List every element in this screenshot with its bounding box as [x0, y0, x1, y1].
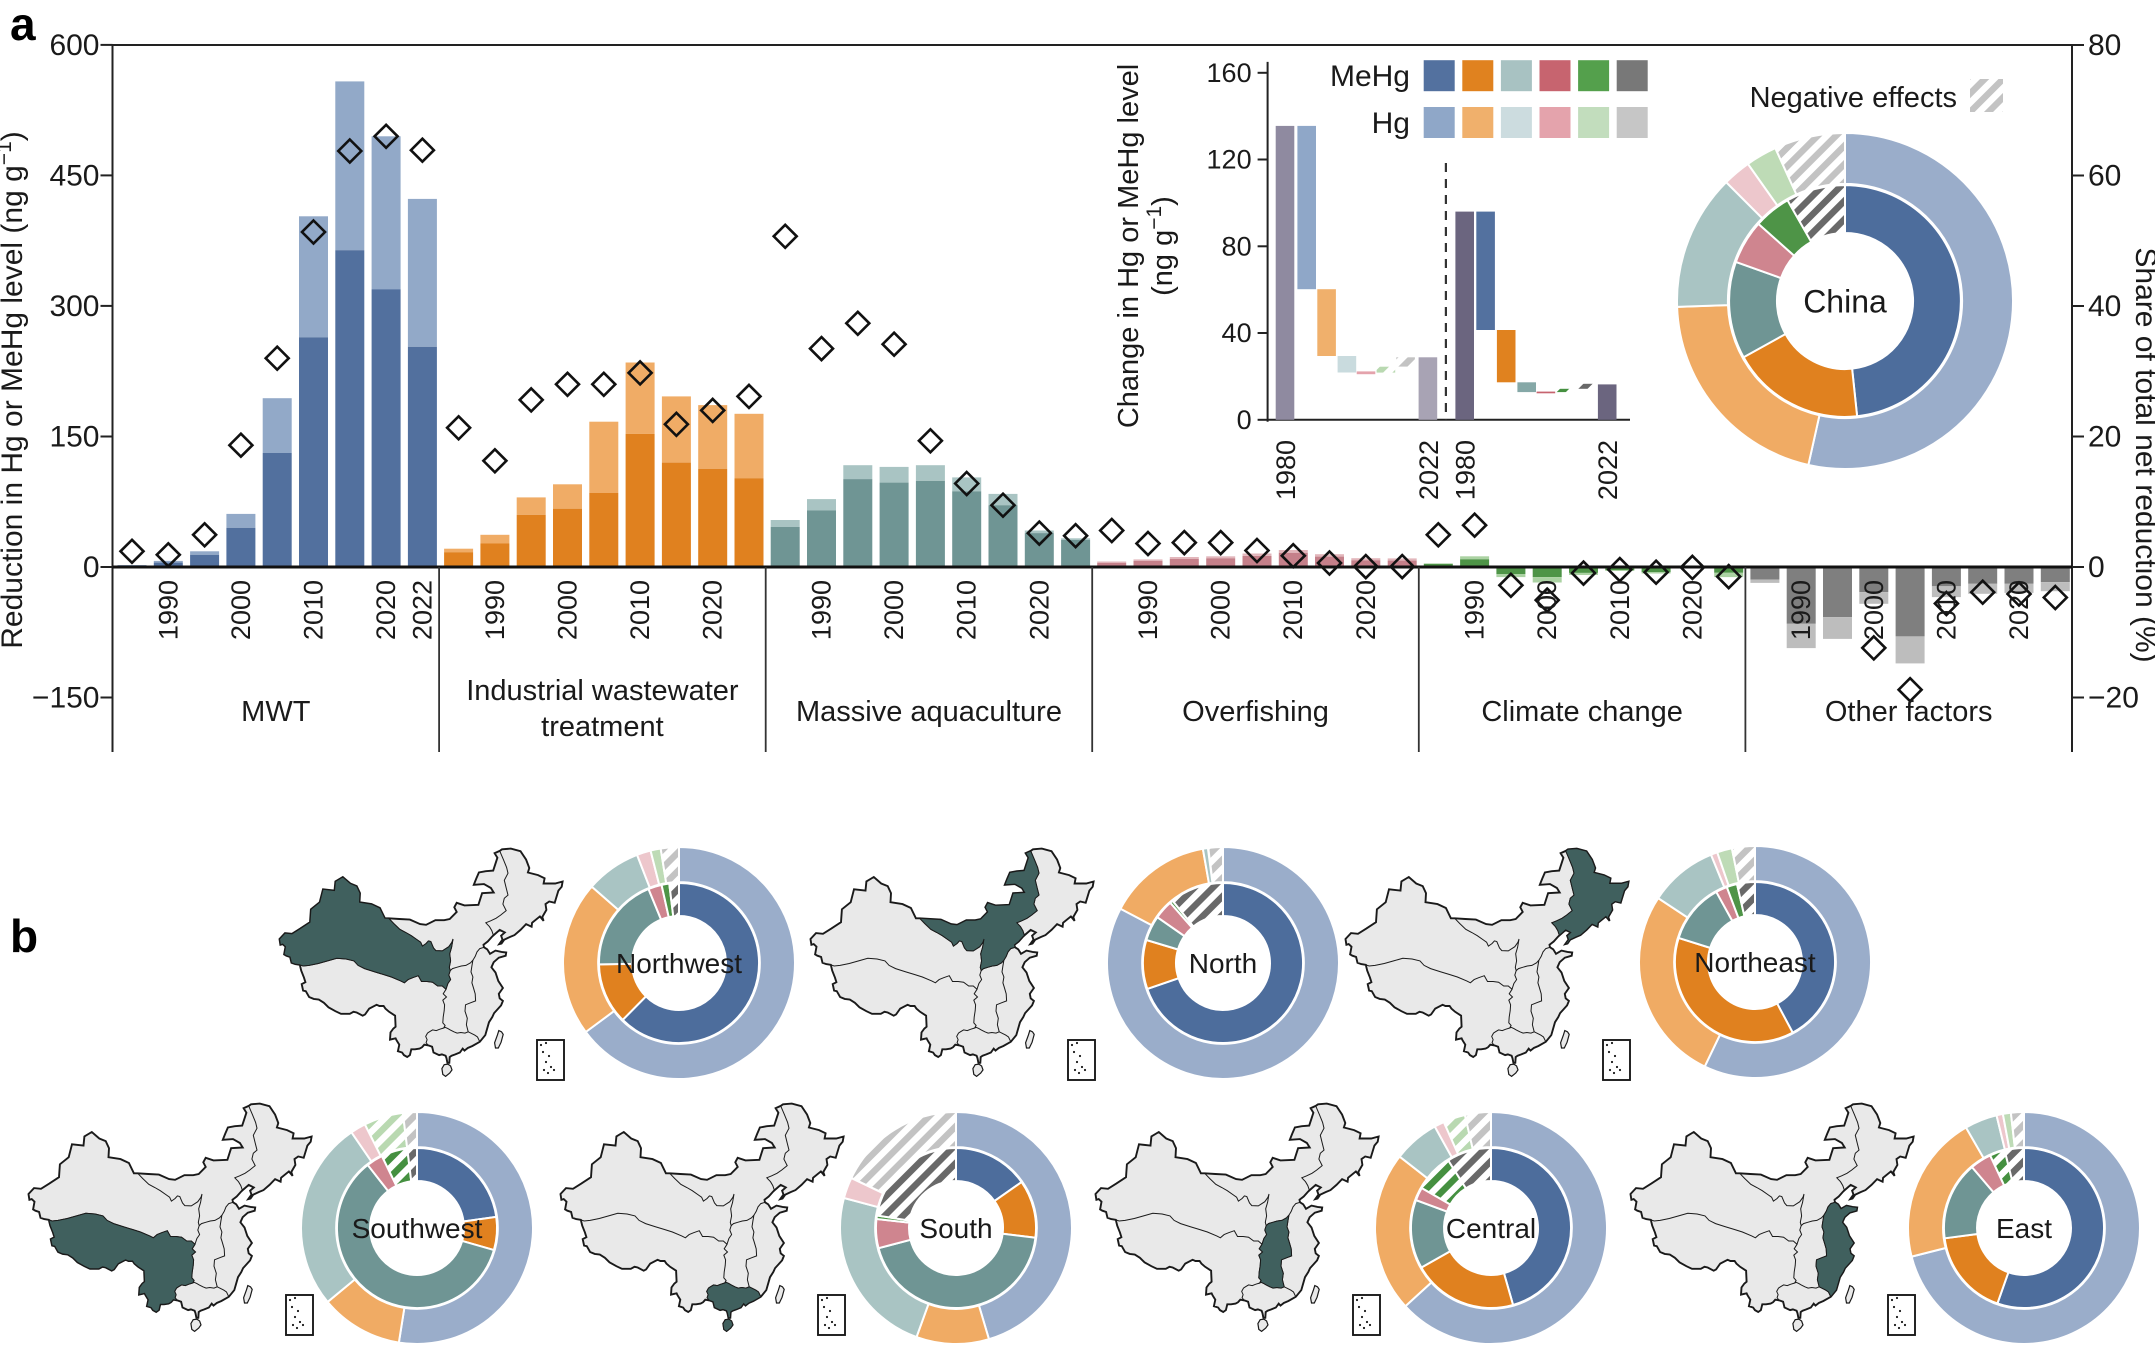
- svg-text:80: 80: [2088, 29, 2121, 62]
- svg-text:1990: 1990: [807, 580, 837, 640]
- svg-text:2010: 2010: [952, 580, 982, 640]
- svg-text:Other factors: Other factors: [1825, 696, 1993, 728]
- svg-text:Central: Central: [1446, 1213, 1536, 1244]
- svg-text:300: 300: [49, 290, 99, 323]
- svg-text:40: 40: [1222, 318, 1252, 348]
- svg-text:2020: 2020: [2004, 580, 2034, 640]
- svg-text:Negative effects: Negative effects: [1750, 82, 1957, 114]
- svg-text:2010: 2010: [1605, 580, 1635, 640]
- svg-text:b: b: [10, 910, 38, 962]
- svg-text:1990: 1990: [1460, 580, 1490, 640]
- svg-text:1980: 1980: [1271, 440, 1301, 500]
- svg-text:80: 80: [1222, 231, 1252, 261]
- svg-text:North: North: [1189, 948, 1257, 979]
- svg-text:1990: 1990: [480, 580, 510, 640]
- svg-text:Northeast: Northeast: [1694, 947, 1816, 978]
- svg-text:150: 150: [49, 421, 99, 454]
- svg-text:South: South: [919, 1213, 992, 1244]
- svg-text:East: East: [1996, 1213, 2052, 1244]
- svg-text:Hg: Hg: [1372, 107, 1410, 140]
- svg-text:2020: 2020: [1351, 580, 1381, 640]
- svg-text:2000: 2000: [1206, 580, 1236, 640]
- svg-text:2022: 2022: [1414, 440, 1444, 500]
- svg-text:1990: 1990: [1133, 580, 1163, 640]
- svg-text:Massive aquaculture: Massive aquaculture: [796, 696, 1062, 728]
- svg-text:(ng g−1): (ng g−1): [1143, 196, 1180, 296]
- svg-text:MWT: MWT: [241, 696, 311, 728]
- svg-text:0: 0: [1237, 405, 1252, 435]
- svg-text:−150: −150: [32, 682, 100, 715]
- svg-text:2010: 2010: [1278, 580, 1308, 640]
- svg-text:−20: −20: [2088, 682, 2139, 715]
- svg-text:450: 450: [49, 159, 99, 192]
- svg-text:2020: 2020: [698, 580, 728, 640]
- svg-text:160: 160: [1207, 58, 1252, 88]
- svg-text:2022: 2022: [1593, 440, 1623, 500]
- svg-text:treatment: treatment: [541, 711, 664, 743]
- svg-text:0: 0: [83, 551, 100, 584]
- svg-text:2010: 2010: [1931, 580, 1961, 640]
- svg-text:a: a: [10, 0, 36, 50]
- svg-text:Change in Hg or MeHg level: Change in Hg or MeHg level: [1113, 64, 1145, 428]
- svg-text:60: 60: [2088, 160, 2121, 193]
- svg-text:600: 600: [49, 29, 99, 62]
- svg-text:2020: 2020: [1677, 580, 1707, 640]
- svg-text:Reduction in Hg or MeHg level: Reduction in Hg or MeHg level (ng g−1): [0, 131, 29, 649]
- svg-text:2020: 2020: [371, 580, 401, 640]
- svg-text:Northwest: Northwest: [616, 948, 742, 979]
- svg-text:Share of total net reduction (: Share of total net reduction (%): [2129, 247, 2155, 662]
- svg-text:Southwest: Southwest: [352, 1213, 483, 1244]
- svg-text:2010: 2010: [299, 580, 329, 640]
- svg-text:2010: 2010: [625, 580, 655, 640]
- svg-text:1990: 1990: [153, 580, 183, 640]
- svg-text:40: 40: [2088, 290, 2121, 323]
- svg-text:2000: 2000: [1532, 580, 1562, 640]
- svg-text:2020: 2020: [1024, 580, 1054, 640]
- svg-text:1980: 1980: [1451, 440, 1481, 500]
- svg-text:Industrial wastewater: Industrial wastewater: [466, 675, 739, 707]
- svg-text:2000: 2000: [879, 580, 909, 640]
- svg-text:China: China: [1803, 284, 1887, 320]
- svg-text:Climate change: Climate change: [1481, 696, 1683, 728]
- svg-text:2000: 2000: [226, 580, 256, 640]
- svg-text:20: 20: [2088, 421, 2121, 454]
- svg-text:Overfishing: Overfishing: [1182, 696, 1329, 728]
- svg-text:2000: 2000: [553, 580, 583, 640]
- svg-text:1990: 1990: [1786, 580, 1816, 640]
- svg-text:2000: 2000: [1859, 580, 1889, 640]
- svg-text:120: 120: [1207, 145, 1252, 175]
- svg-text:0: 0: [2088, 551, 2105, 584]
- svg-text:2022: 2022: [407, 580, 437, 640]
- svg-text:MeHg: MeHg: [1330, 60, 1410, 93]
